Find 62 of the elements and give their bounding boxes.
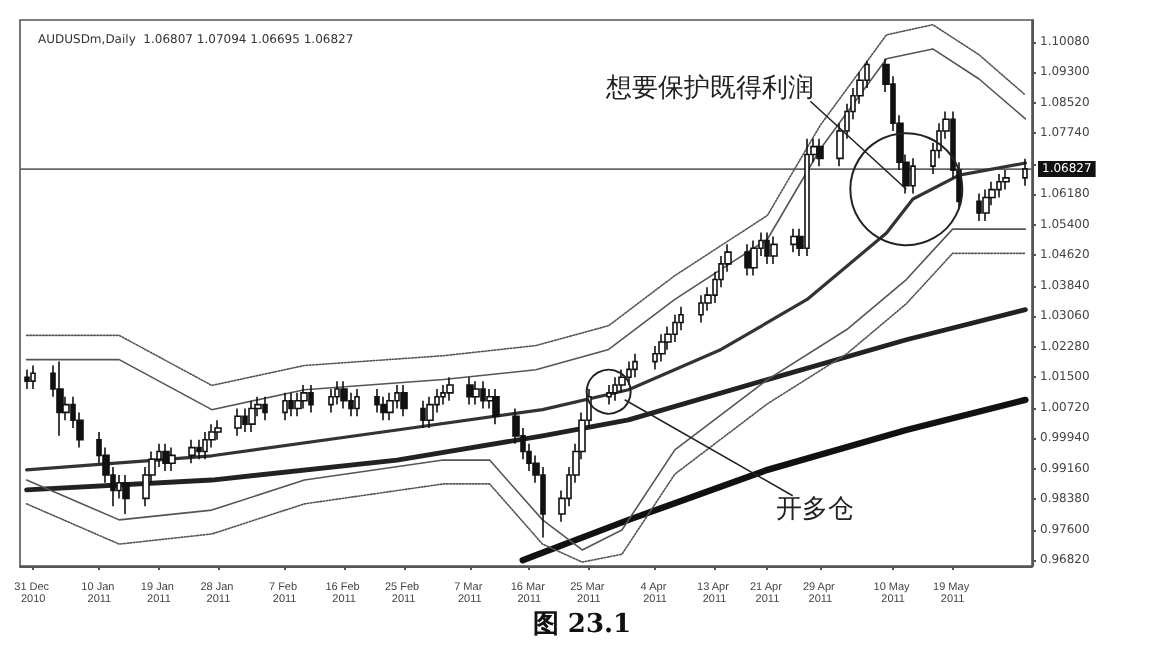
- candlestick: [288, 392, 294, 418]
- candlestick: [440, 384, 446, 406]
- candlestick: [632, 352, 638, 379]
- candlestick: [426, 395, 434, 429]
- candlestick: [122, 474, 130, 515]
- annotation: 开多仓: [775, 494, 854, 525]
- candlestick: [262, 395, 268, 422]
- candlestick: [466, 376, 474, 406]
- candlestick: [750, 239, 758, 277]
- candlestick: [162, 442, 170, 472]
- candlestick: [340, 380, 348, 410]
- candlestick: [1002, 169, 1010, 191]
- annotation: 想要保护既得利润: [604, 74, 815, 105]
- candlestick: [1022, 157, 1028, 187]
- candlestick: [764, 231, 770, 265]
- line-series: [519, 396, 1029, 564]
- candlestick: [234, 407, 242, 437]
- candlestick: [480, 380, 486, 410]
- candlestick: [334, 380, 340, 406]
- candlestick: [308, 384, 314, 414]
- candlestick: [354, 388, 360, 418]
- candlestick: [168, 446, 176, 472]
- candlestick: [658, 333, 666, 363]
- candlestick: [294, 392, 302, 418]
- candlestick: [910, 157, 916, 195]
- candlestick: [214, 419, 222, 441]
- candlestick: [248, 399, 256, 433]
- candlestick: [996, 173, 1002, 199]
- candlestick: [400, 384, 408, 418]
- candlestick: [698, 294, 704, 324]
- candlestick: [446, 376, 454, 402]
- candlestick: [816, 138, 824, 167]
- caption: 图 23.1: [532, 610, 632, 640]
- candlestick: [626, 360, 632, 386]
- candlestick: [30, 364, 36, 390]
- candlestick: [242, 407, 248, 433]
- candlestick: [790, 227, 798, 253]
- candlestick: [982, 188, 990, 222]
- line-series: [25, 161, 1027, 472]
- candlestick: [612, 376, 618, 402]
- candlestick: [380, 395, 388, 422]
- candlestick: [618, 368, 626, 394]
- candlestick: [386, 392, 394, 422]
- candlestick: [24, 368, 30, 390]
- candlestick: [606, 384, 612, 406]
- candlestick: [420, 399, 426, 429]
- candlestick: [744, 243, 752, 277]
- candlestick: [56, 360, 64, 437]
- candlestick: [804, 138, 810, 257]
- line-series: [24, 307, 1028, 493]
- candlestick: [300, 384, 308, 410]
- candlestick: [672, 313, 678, 343]
- candlestick: [472, 380, 480, 406]
- candlestick: [188, 438, 196, 465]
- candlestick: [328, 388, 334, 414]
- candlestick: [374, 388, 380, 414]
- candlestick: [196, 438, 202, 461]
- candlestick: [492, 388, 500, 425]
- candlestick: [770, 235, 778, 265]
- candlestick: [202, 431, 208, 461]
- candlestick: [976, 192, 982, 222]
- candlestick: [282, 392, 288, 422]
